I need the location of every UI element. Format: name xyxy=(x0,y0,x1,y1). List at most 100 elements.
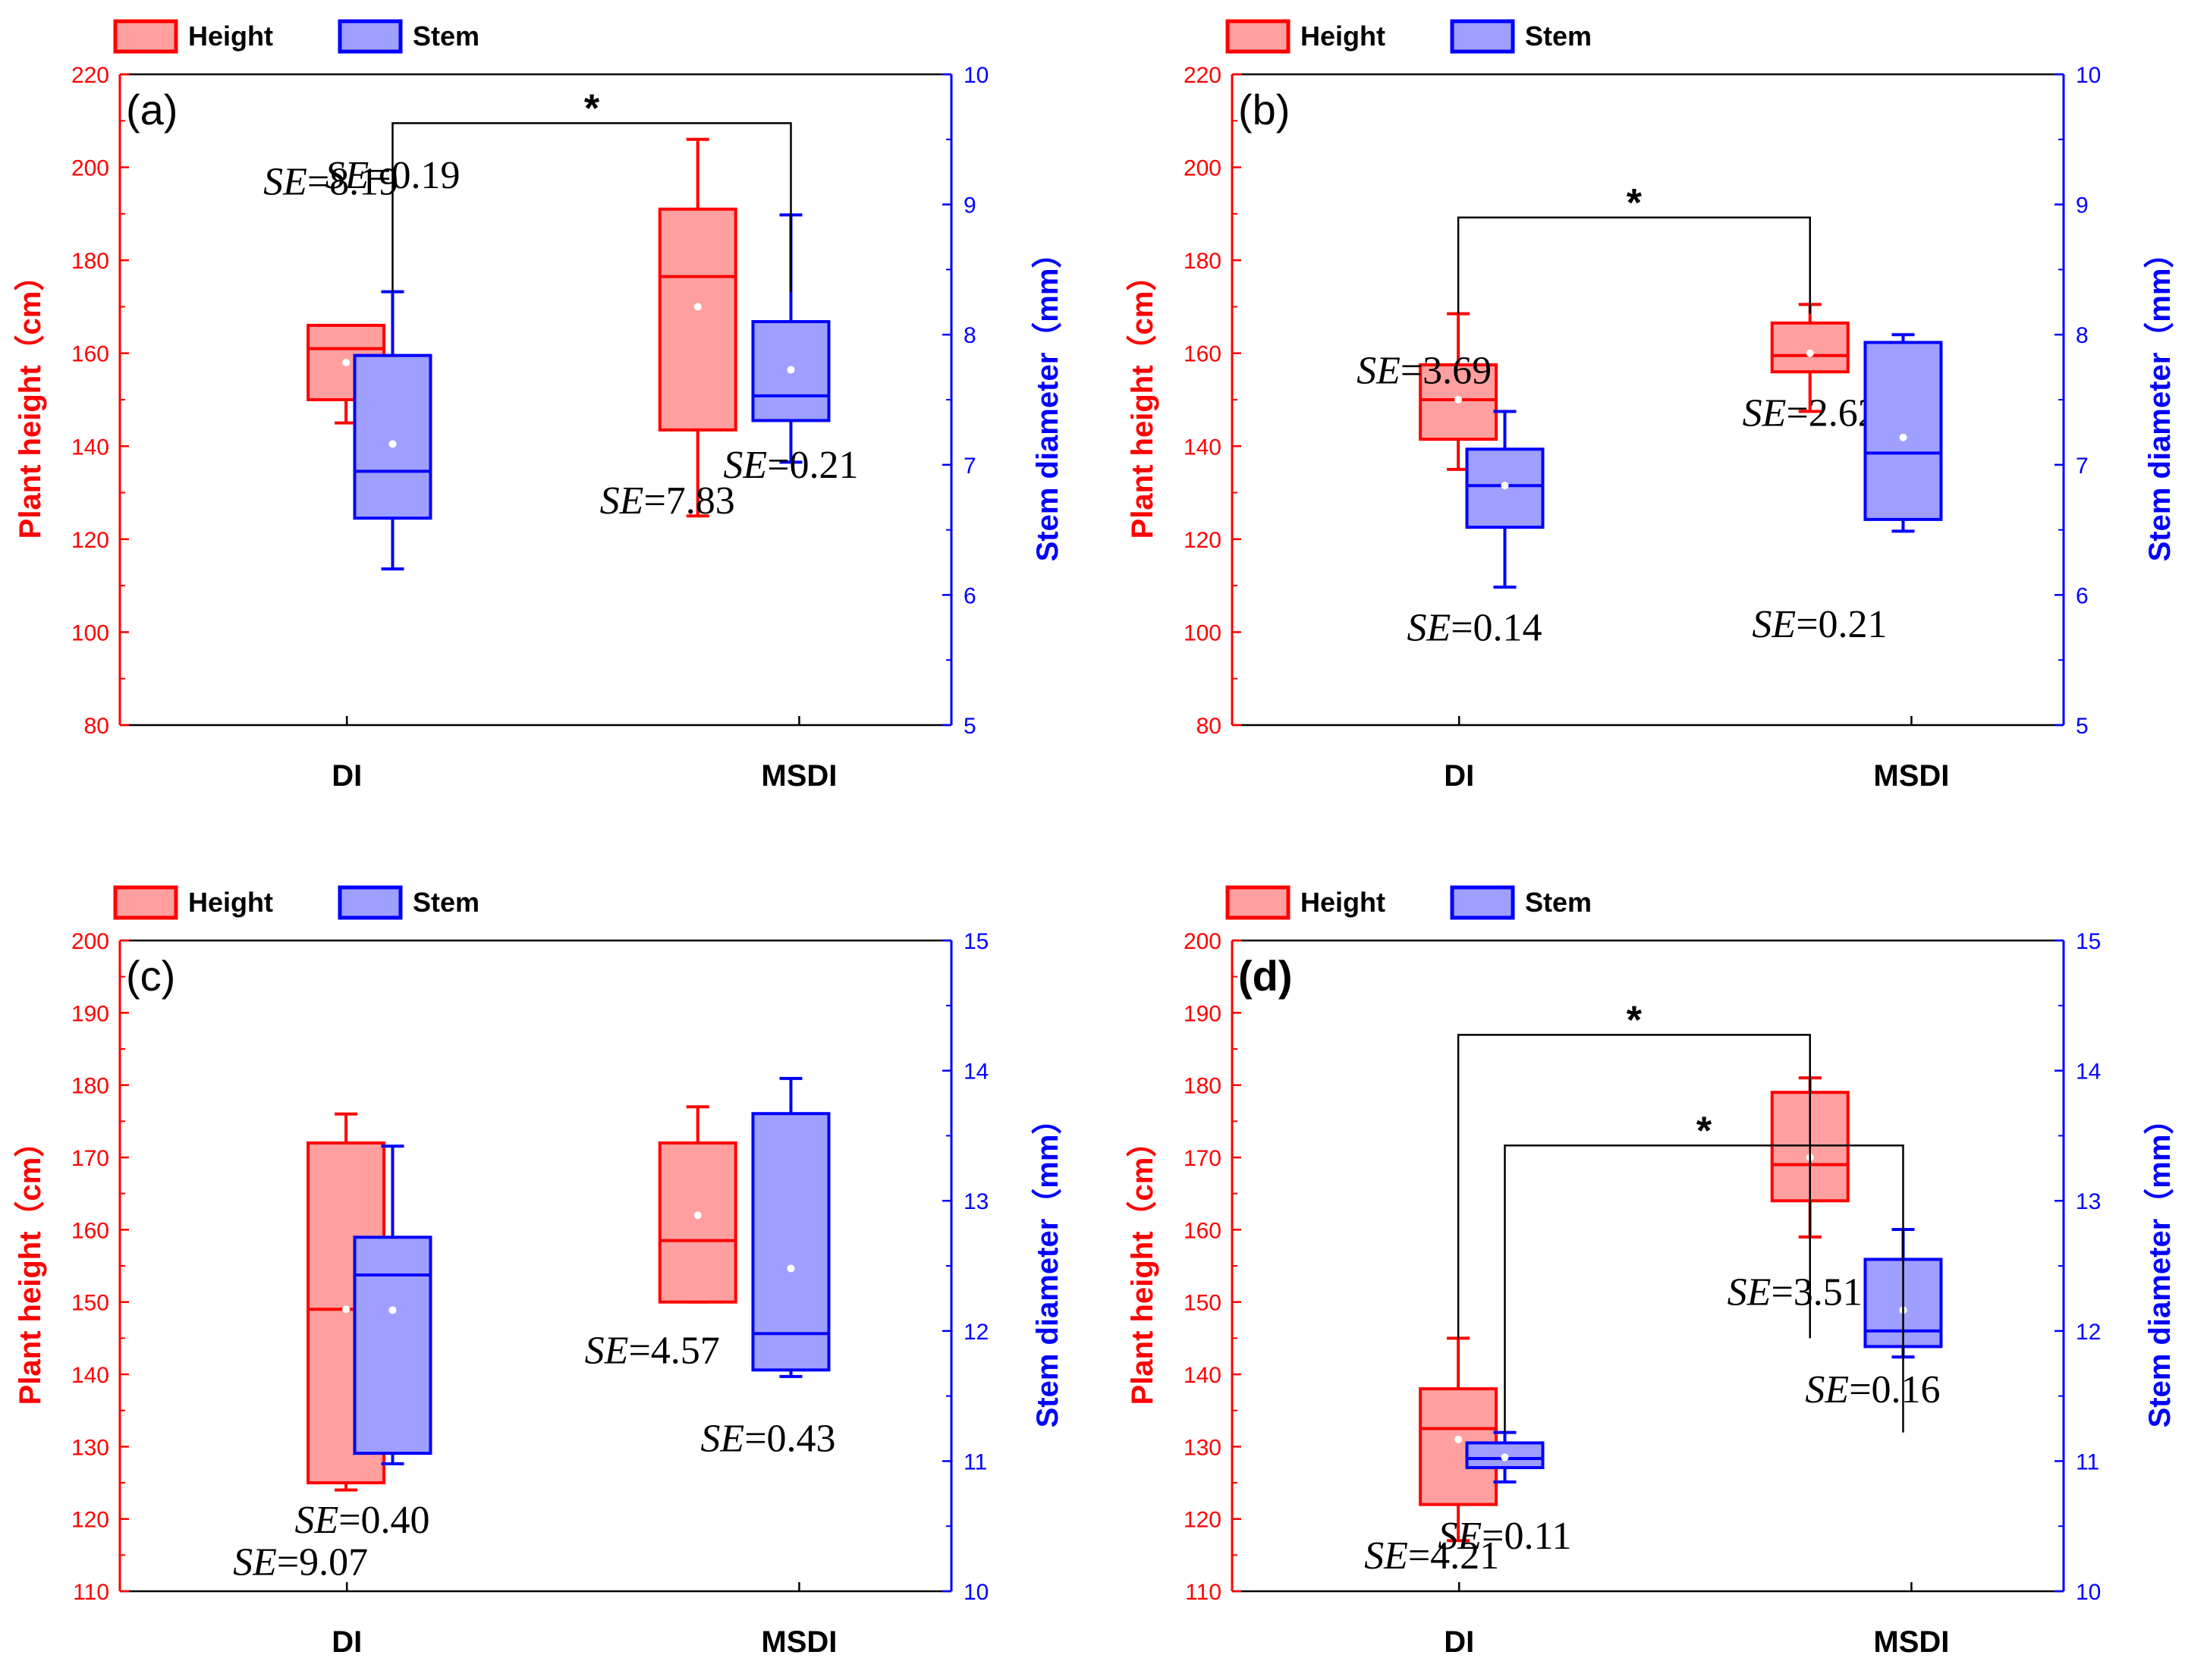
panel-label: (b) xyxy=(1238,86,1290,133)
legend-stem-label: Stem xyxy=(413,20,479,52)
left-tick-label: 120 xyxy=(71,1508,109,1533)
legend-height-swatch xyxy=(1225,19,1291,54)
panel-label: (a) xyxy=(126,86,178,133)
se-label: SE=0.11 xyxy=(1438,1515,1571,1558)
box-stem-di: SE=0.14 xyxy=(1407,410,1545,649)
box-mean-dot xyxy=(1454,396,1463,404)
x-tick-label-msdi: MSDI xyxy=(761,759,837,793)
se-prefix: SE xyxy=(325,154,369,197)
left-tick-label: 140 xyxy=(71,1363,109,1388)
left-tick-label: 120 xyxy=(1184,528,1221,553)
se-prefix: SE xyxy=(1407,606,1451,649)
right-tick-label: 7 xyxy=(964,454,976,479)
right-tick-label: 13 xyxy=(2076,1189,2101,1214)
left-tick-label: 100 xyxy=(1184,620,1221,645)
left-tick-label: 190 xyxy=(71,1001,109,1026)
panel-label: (d) xyxy=(1238,952,1293,1000)
box-height-di: SE=3.69 xyxy=(1357,312,1498,471)
left-tick-label: 140 xyxy=(1184,435,1221,460)
box-stem-di: SE=0.40 xyxy=(294,1145,432,1542)
box-iqr xyxy=(1419,363,1498,441)
box-mean-dot xyxy=(1454,1435,1463,1443)
legend: Height Stem xyxy=(1225,885,1592,920)
box-height-msdi: SE=7.83 xyxy=(600,137,737,523)
legend-height-swatch xyxy=(113,19,178,54)
se-prefix: SE xyxy=(585,1330,629,1373)
right-tick-label: 9 xyxy=(2076,193,2089,218)
x-tick-label-di: DI xyxy=(1444,1625,1474,1659)
left-tick-label: 160 xyxy=(1184,1218,1221,1243)
significance-star: * xyxy=(1627,998,1643,1042)
box-stem-di: SE=0.11 xyxy=(1438,1430,1572,1558)
se-value: =0.11 xyxy=(1482,1515,1571,1558)
panel-label: (c) xyxy=(126,952,175,1000)
left-tick-label: 160 xyxy=(71,1218,109,1243)
x-tick-label-di: DI xyxy=(332,1625,362,1659)
box-iqr xyxy=(751,1112,831,1372)
legend: Height Stem xyxy=(1225,19,1592,54)
significance-bracket: * xyxy=(1504,1109,1904,1433)
right-tick-label: 13 xyxy=(964,1189,989,1214)
right-tick-label: 10 xyxy=(964,1580,989,1605)
left-tick-label: 220 xyxy=(71,63,109,88)
legend-height-swatch xyxy=(1225,885,1291,920)
se-label: SE=0.40 xyxy=(294,1499,429,1542)
right-tick-label: 8 xyxy=(964,323,976,348)
left-tick-label: 120 xyxy=(1184,1508,1221,1533)
significance-star: * xyxy=(1696,1109,1712,1153)
x-tick-label-msdi: MSDI xyxy=(1873,1625,1949,1659)
box-stem-msdi: SE=0.21 xyxy=(1752,333,1943,646)
box-stem-msdi: SE=0.16 xyxy=(1805,1227,1943,1412)
left-tick-label: 100 xyxy=(71,620,109,645)
bracket-line xyxy=(1457,1034,1811,1339)
se-label: SE=0.21 xyxy=(1752,603,1887,646)
left-axis-title: Plant height（cm） xyxy=(1126,261,1159,539)
left-tick-label: 80 xyxy=(84,714,109,739)
left-tick-label: 160 xyxy=(1184,342,1221,367)
left-axis-title: Plant height（cm） xyxy=(14,261,47,539)
left-tick-label: 130 xyxy=(71,1435,109,1460)
right-tick-label: 8 xyxy=(2076,323,2089,348)
right-tick-label: 14 xyxy=(964,1060,989,1085)
right-tick-label: 10 xyxy=(2076,63,2101,88)
left-tick-label: 200 xyxy=(1184,929,1221,954)
box-mean-dot xyxy=(1899,433,1907,441)
right-tick-label: 12 xyxy=(2076,1320,2101,1345)
box-mean-dot xyxy=(388,1306,397,1314)
right-tick-label: 15 xyxy=(964,929,989,954)
se-value: =0.21 xyxy=(1796,603,1887,646)
left-tick-label: 170 xyxy=(71,1146,109,1171)
right-tick-label: 11 xyxy=(2076,1449,2099,1474)
se-prefix: SE xyxy=(233,1541,277,1584)
right-tick-label: 10 xyxy=(2076,1580,2101,1605)
box-mean-dot xyxy=(1501,1453,1509,1462)
box-height-msdi: SE=4.57 xyxy=(585,1105,737,1373)
box-mean-dot xyxy=(342,358,351,366)
x-tick-label-di: DI xyxy=(332,759,362,793)
box-iqr xyxy=(1465,1441,1545,1469)
se-value: =0.19 xyxy=(369,154,460,197)
left-tick-label: 200 xyxy=(71,156,109,181)
se-value: =3.51 xyxy=(1771,1270,1862,1314)
se-label: SE=3.69 xyxy=(1357,350,1492,393)
box-iqr xyxy=(1863,341,1943,521)
se-label: SE=0.16 xyxy=(1805,1368,1940,1412)
legend: Height Stem xyxy=(113,19,479,54)
se-prefix: SE xyxy=(600,479,644,523)
se-prefix: SE xyxy=(1357,350,1401,393)
panel-c: Height Stem 110 120 130 140 150 160 170 180 190 200… xyxy=(14,885,1064,1659)
right-tick-label: 7 xyxy=(2076,454,2089,479)
right-axis-title: Stem diameter（mm） xyxy=(1031,1104,1064,1428)
left-tick-label: 160 xyxy=(71,342,109,367)
se-value: =4.21 xyxy=(1408,1534,1499,1578)
legend-stem-label: Stem xyxy=(413,887,479,918)
significance-bracket: * xyxy=(391,86,792,292)
se-label: SE=3.51 xyxy=(1728,1270,1863,1314)
right-tick-label: 6 xyxy=(2076,583,2089,608)
box-stem-msdi: SE=0.43 xyxy=(700,1076,836,1461)
left-tick-label: 200 xyxy=(71,929,109,954)
se-label: SE=4.21 xyxy=(1364,1534,1499,1578)
right-tick-label: 12 xyxy=(964,1320,989,1345)
se-prefix: SE xyxy=(1752,603,1796,646)
